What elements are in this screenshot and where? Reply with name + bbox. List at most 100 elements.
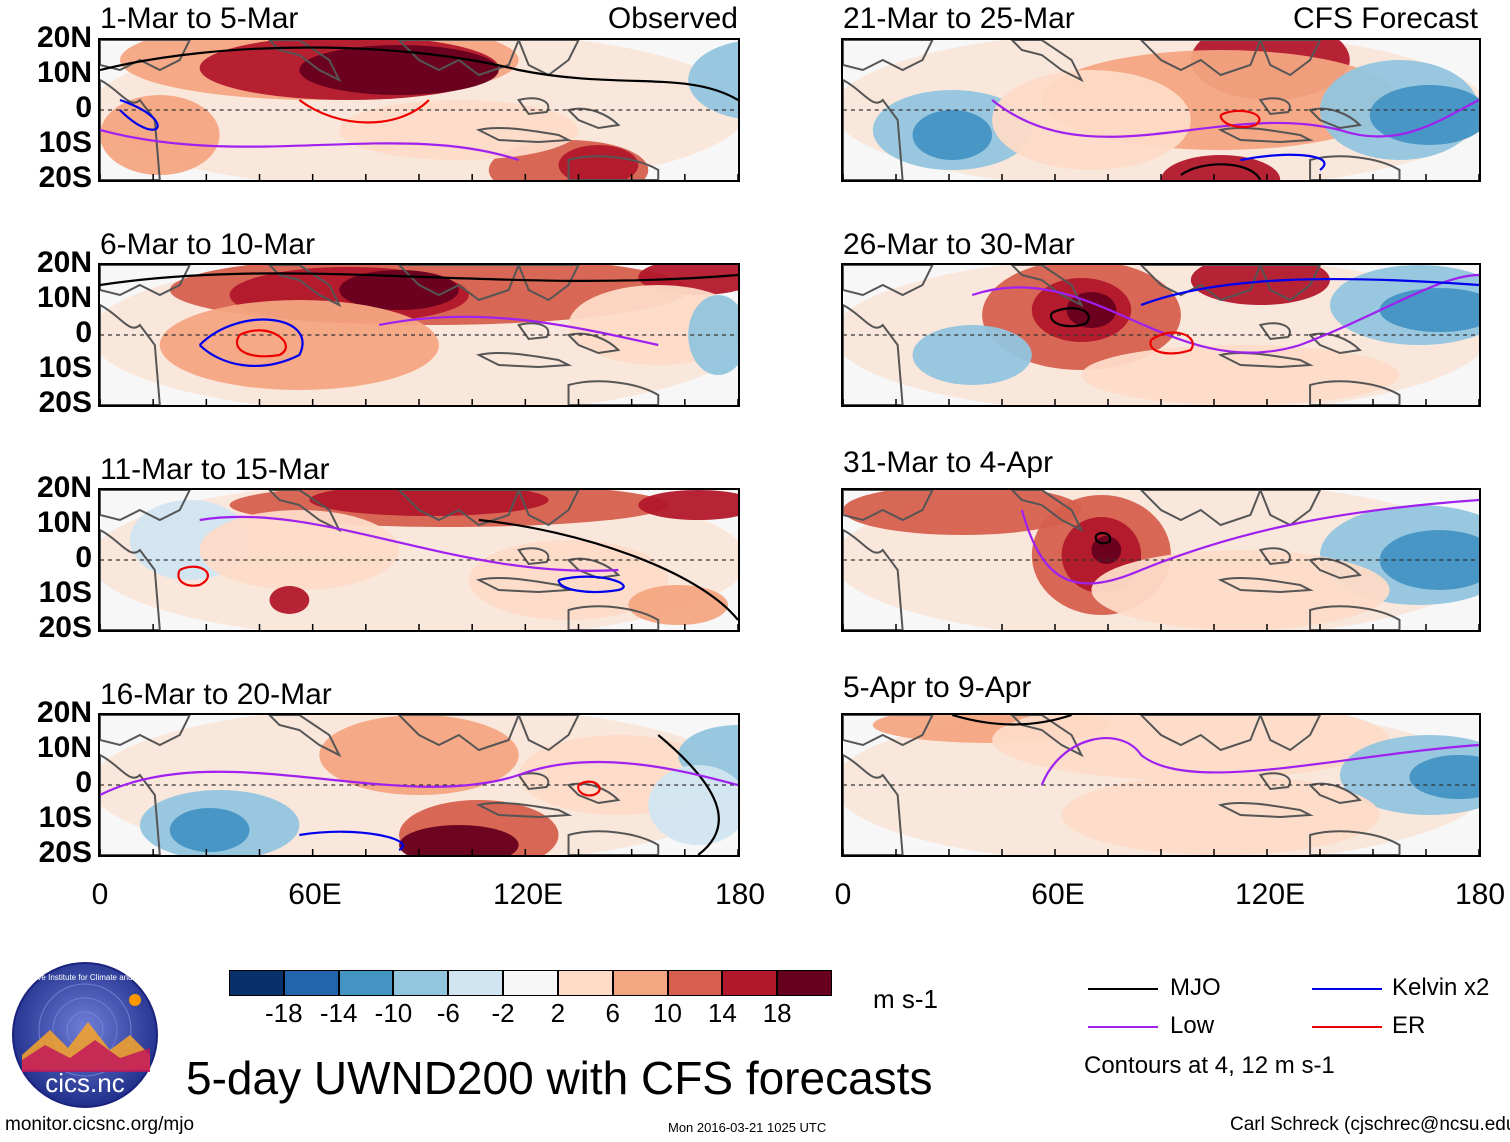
coastline [1010, 715, 1084, 758]
wave-contour [100, 46, 738, 101]
coastline [517, 547, 550, 566]
coastline [100, 753, 161, 855]
lat-label: 10S [38, 351, 92, 384]
lat-label: 10N [36, 56, 92, 89]
lat-label: 10S [38, 126, 92, 159]
panel-label-forecast: CFS Forecast [1292, 2, 1478, 35]
wave-contour [1040, 737, 1479, 786]
anomaly-blob [1061, 775, 1380, 855]
anomaly-blob [912, 110, 993, 160]
colorbar-label: -10 [374, 998, 413, 1028]
wave-contour [198, 318, 304, 367]
coastline [1139, 715, 1262, 752]
coastline [1217, 801, 1314, 819]
coastline [1308, 332, 1362, 355]
coastline [268, 265, 342, 308]
map-panel-2 [98, 263, 740, 407]
lon-label-0-right: 0 [834, 878, 852, 911]
legend-low: Low [1170, 1012, 1215, 1039]
map-panel-4 [98, 713, 740, 857]
coastline [397, 490, 520, 527]
coastline [1259, 265, 1322, 302]
coastline [1309, 155, 1401, 180]
map-panel-8 [841, 713, 1481, 857]
coastline [1258, 772, 1291, 791]
colorbar-swatch [503, 970, 558, 996]
colorbar-label: -2 [491, 998, 515, 1028]
anomaly-blob [100, 95, 220, 175]
lat-label: 20N [36, 471, 92, 504]
colorbar-label: 6 [605, 998, 620, 1028]
map-svg [100, 40, 738, 180]
anomaly-blob [992, 715, 1390, 780]
colorbar-swatch [448, 970, 504, 996]
colorbar-label: -18 [265, 998, 303, 1028]
coastline [1308, 782, 1362, 805]
wave-contour [1020, 498, 1479, 585]
colorbar-label: 10 [653, 998, 682, 1028]
lat-label: 0 [75, 91, 92, 124]
coastline [843, 753, 904, 855]
lon-label-180-left: 180 [714, 878, 766, 911]
footer-author: Carl Schreck (cjschrec@ncsu.edu) [1230, 1114, 1510, 1135]
coastline [843, 715, 934, 747]
lon-label-180-right: 180 [1454, 878, 1506, 911]
anomaly-blob [1081, 345, 1400, 405]
coastline [567, 830, 660, 855]
coastline [1258, 547, 1291, 566]
lon-label-120e-left: 120E [492, 878, 564, 911]
panel-title-1: 1-Mar to 5-Mar [100, 2, 299, 35]
coastline [1010, 490, 1084, 533]
anomaly-blob [688, 295, 738, 375]
logo-text: cics.nc [45, 1068, 124, 1098]
colorbar-label: 2 [550, 998, 566, 1028]
coastline [268, 715, 342, 758]
coastline [397, 265, 520, 302]
wave-contour [299, 830, 404, 851]
lon-label-60e-right: 60E [1031, 878, 1085, 911]
lat-label: 10N [36, 506, 92, 539]
lat-label: 10S [38, 576, 92, 609]
coastline [843, 490, 934, 522]
coastline [517, 772, 550, 791]
lat-label: 20S [38, 161, 92, 194]
coastline [1217, 126, 1314, 144]
coastline [1217, 576, 1314, 594]
coastline [843, 78, 904, 180]
colorbar-swatch [338, 970, 394, 996]
coastline [517, 715, 580, 752]
coastline [1259, 715, 1322, 752]
coastline [268, 40, 342, 83]
wave-contour [119, 98, 159, 131]
panel-title-7: 31-Mar to 4-Apr [843, 446, 1054, 479]
coastline [1139, 490, 1262, 527]
colorbar-swatch [393, 970, 449, 996]
panel-title-3: 11-Mar to 15-Mar [100, 453, 330, 486]
lon-label-60e-left: 60E [288, 878, 342, 911]
coastline [517, 265, 580, 302]
wave-contour [1050, 307, 1090, 328]
legend-line-mjo [1088, 988, 1158, 990]
lat-label: 20S [38, 611, 92, 644]
coastline [843, 528, 904, 630]
coastline [567, 605, 660, 630]
colorbar-swatch [722, 970, 778, 996]
wave-contour [557, 575, 625, 594]
map-panel-5 [841, 38, 1481, 182]
lat-label: 20N [36, 246, 92, 279]
coastline [517, 490, 580, 527]
footer-url[interactable]: monitor.cicsnc.org/mjo [5, 1114, 195, 1135]
lon-label-120e-right: 120E [1234, 878, 1306, 911]
panel-label-observed: Observed [607, 2, 738, 35]
wave-contour [657, 734, 720, 855]
coastline [517, 322, 550, 341]
lat-label: 20S [38, 386, 92, 419]
panel-title-4: 16-Mar to 20-Mar [100, 678, 332, 711]
coastline [1139, 265, 1262, 302]
lat-label: 10N [36, 731, 92, 764]
panel-title-2: 6-Mar to 10-Mar [100, 228, 316, 261]
coastline [100, 265, 191, 297]
coastline [1217, 351, 1314, 369]
anomaly-blob [169, 808, 250, 852]
anomaly-blob [628, 585, 729, 625]
